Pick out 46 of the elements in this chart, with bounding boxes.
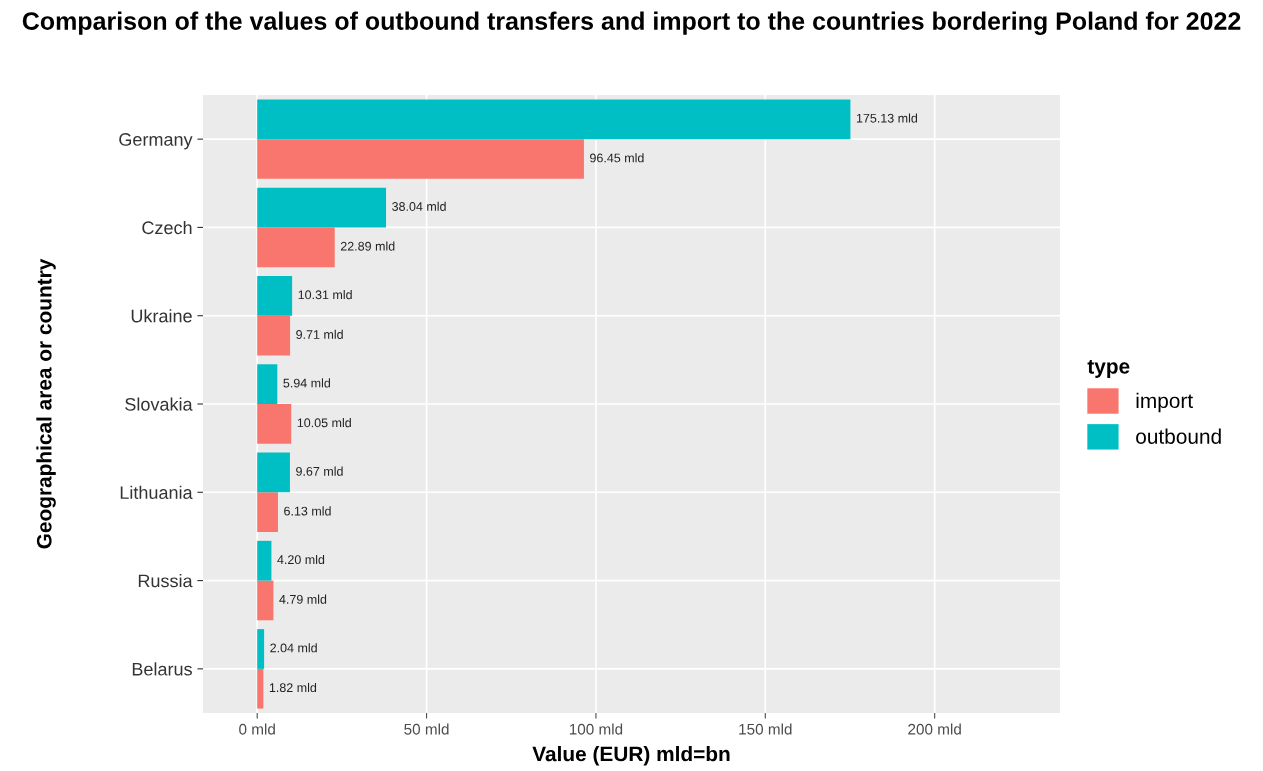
bar (257, 540, 272, 581)
data-label: 22.89 mld (340, 241, 395, 251)
x-axis-title: Value (EUR) mld=bn (532, 745, 730, 766)
data-label: 96.45 mld (590, 153, 644, 163)
bar (257, 364, 278, 404)
data-label: 38.04 mld (392, 201, 446, 211)
y-tick-label: Slovakia (125, 397, 193, 411)
y-tick-label: Lithuania (120, 485, 193, 500)
data-label: 4.79 mld (279, 594, 327, 604)
bar (257, 315, 291, 356)
bar (257, 99, 851, 140)
data-label: 9.67 mld (296, 466, 343, 476)
bar (257, 404, 292, 444)
data-label: 1.82 mld (269, 682, 317, 693)
chart-title: Comparison of the values of outbound transfers and import to the countries bordering Poland for 2022 (22, 11, 1241, 35)
data-label: 6.13 mld (284, 506, 331, 516)
x-tick-label: 0 mld (239, 723, 275, 735)
y-tick-label: Czech (142, 220, 192, 235)
data-label: 10.05 mld (297, 418, 351, 428)
bar (257, 668, 264, 709)
bar (257, 187, 387, 228)
y-tick-label: Ukraine (131, 309, 192, 323)
bar (257, 580, 274, 621)
data-label: 4.20 mld (277, 554, 325, 565)
bar (257, 629, 265, 669)
data-label: 9.71 mld (296, 329, 343, 339)
bar (257, 139, 584, 179)
y-tick-label: Belarus (132, 662, 192, 676)
bar (257, 275, 293, 316)
legend-label: outbound (1136, 428, 1221, 444)
legend-title: type (1087, 359, 1130, 378)
data-label: 175.13 mld (856, 113, 918, 123)
bar (257, 492, 278, 533)
x-tick-label: 100 mld (569, 723, 623, 735)
y-axis-title: Geographical area or country (36, 258, 56, 549)
data-label: 10.31 mld (298, 290, 352, 300)
x-tick-label: 50 mld (404, 723, 449, 735)
data-label: 2.04 mld (270, 643, 317, 653)
x-tick-label: 150 mld (739, 723, 792, 735)
data-label: 5.94 mld (283, 378, 331, 388)
bar (257, 452, 290, 493)
legend-label: import (1136, 392, 1193, 413)
x-tick-label: 200 mld (908, 723, 961, 735)
y-tick-label: Russia (138, 574, 193, 588)
bar (257, 227, 335, 268)
y-tick-label: Germany (119, 133, 193, 150)
